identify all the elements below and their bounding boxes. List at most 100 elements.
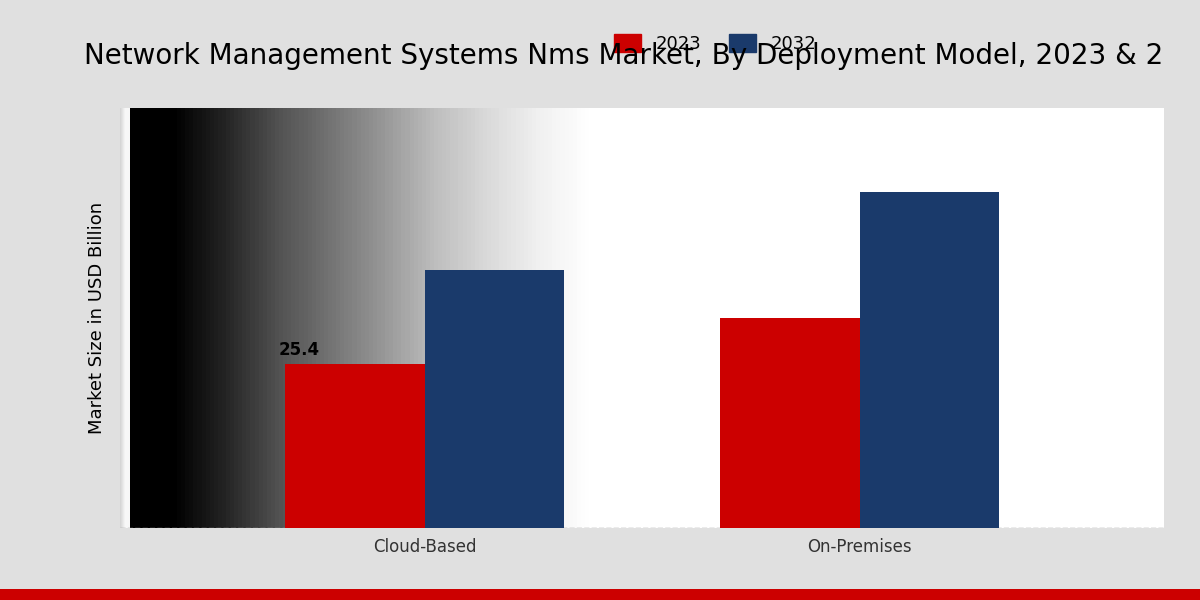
Bar <box>121 108 126 528</box>
Bar <box>125 108 131 528</box>
Bar <box>121 108 127 528</box>
Bar <box>122 108 128 528</box>
Bar <box>120 108 126 528</box>
Bar <box>124 108 130 528</box>
Bar <box>121 108 127 528</box>
Bar <box>124 108 130 528</box>
Bar <box>122 108 128 528</box>
Text: 25.4: 25.4 <box>278 341 319 359</box>
Bar <box>124 108 128 528</box>
Bar <box>125 108 130 528</box>
Bar <box>125 108 130 528</box>
Bar <box>122 108 127 528</box>
Bar <box>121 108 127 528</box>
Bar <box>121 108 126 528</box>
Bar <box>120 108 126 528</box>
Bar <box>120 108 126 528</box>
Bar <box>121 108 126 528</box>
Bar <box>122 108 127 528</box>
Bar <box>122 108 128 528</box>
Bar <box>124 108 128 528</box>
Bar <box>124 108 128 528</box>
Bar <box>124 108 128 528</box>
Bar <box>124 108 128 528</box>
Bar <box>125 108 130 528</box>
Bar <box>121 108 126 528</box>
Bar <box>122 108 127 528</box>
Bar <box>120 108 125 528</box>
Bar <box>121 108 126 528</box>
Bar <box>124 108 130 528</box>
Bar <box>121 108 127 528</box>
Bar <box>124 108 128 528</box>
Bar <box>121 108 127 528</box>
Bar <box>121 108 126 528</box>
Bar <box>125 108 131 528</box>
Bar <box>124 108 130 528</box>
Y-axis label: Market Size in USD Billion: Market Size in USD Billion <box>88 202 106 434</box>
Bar <box>121 108 127 528</box>
Bar <box>124 108 128 528</box>
Bar <box>125 108 131 528</box>
Bar <box>121 108 126 528</box>
Bar <box>125 108 130 528</box>
Bar <box>120 108 125 528</box>
Bar <box>125 108 130 528</box>
Bar <box>125 108 130 528</box>
Bar <box>125 108 130 528</box>
Bar <box>121 108 126 528</box>
Bar <box>120 108 126 528</box>
Bar <box>122 108 127 528</box>
Legend: 2023, 2032: 2023, 2032 <box>605 25 824 62</box>
Bar <box>122 108 127 528</box>
Bar <box>121 108 127 528</box>
Bar <box>120 108 126 528</box>
Bar <box>122 108 127 528</box>
Bar <box>121 108 126 528</box>
Bar <box>122 108 128 528</box>
Bar <box>124 108 128 528</box>
Bar <box>120 108 126 528</box>
Bar <box>124 108 130 528</box>
Bar <box>124 108 130 528</box>
Bar <box>121 108 127 528</box>
Bar <box>121 108 126 528</box>
Bar <box>124 108 128 528</box>
Bar <box>125 108 130 528</box>
Bar <box>122 108 127 528</box>
Bar <box>121 108 126 528</box>
Bar <box>125 108 130 528</box>
Bar <box>125 108 130 528</box>
Bar <box>121 108 127 528</box>
Bar <box>124 108 128 528</box>
Bar <box>124 108 128 528</box>
Bar <box>120 108 126 528</box>
Bar <box>124 108 130 528</box>
Bar <box>122 108 127 528</box>
Bar <box>121 108 126 528</box>
Bar <box>120 108 125 528</box>
Bar <box>122 108 127 528</box>
Bar <box>121 108 126 528</box>
Bar <box>125 108 131 528</box>
Bar <box>122 108 127 528</box>
Bar <box>121 108 127 528</box>
Bar <box>121 108 127 528</box>
Bar <box>122 108 128 528</box>
Bar <box>124 108 128 528</box>
Bar <box>120 108 126 528</box>
Bar <box>286 364 425 528</box>
Bar <box>121 108 126 528</box>
Bar <box>124 108 130 528</box>
Bar <box>122 108 127 528</box>
Bar <box>121 108 127 528</box>
Bar <box>124 108 128 528</box>
Bar <box>125 108 131 528</box>
Bar <box>124 108 128 528</box>
Bar <box>120 108 126 528</box>
Bar <box>124 108 128 528</box>
Bar <box>122 108 128 528</box>
Bar <box>122 108 127 528</box>
Bar <box>121 108 126 528</box>
Bar <box>120 108 125 528</box>
